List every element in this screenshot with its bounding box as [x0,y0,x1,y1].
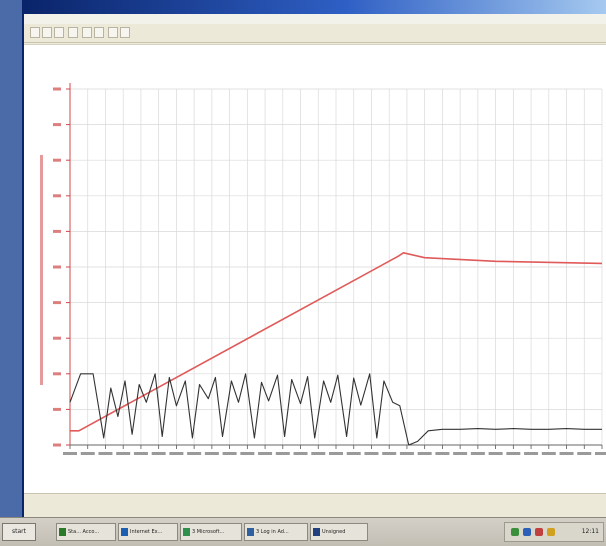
y-tick-label [53,372,61,376]
y-tick-label [53,301,61,305]
x-tick-label [116,452,131,455]
volume-icon[interactable] [523,528,531,536]
x-tick-label [435,452,450,455]
x-tick-label [595,452,606,455]
series-line-black [69,373,602,446]
taskbar: start Sta... Acco... Internet Ex... 3 Micr… [0,517,606,546]
menu-bar [24,14,606,24]
x-tick-label [311,452,326,455]
app-icon [121,528,128,536]
app-icon [313,528,320,536]
update-icon[interactable] [547,528,555,536]
x-tick-label [417,452,432,455]
x-tick-label [98,452,113,455]
clock: 12:11 [581,528,599,535]
x-tick-label [541,452,556,455]
chart-panel [24,44,606,494]
y-tick-label [53,443,61,447]
x-tick-label [577,452,592,455]
refresh-icon[interactable] [108,27,118,38]
taskbar-button-label: Unsigned [322,529,346,535]
x-tick-label [204,452,219,455]
x-tick-label [506,452,521,455]
zoom-out-icon[interactable] [94,27,104,38]
security-icon[interactable] [535,528,543,536]
y-tick-label [53,336,61,340]
x-tick-label [329,452,343,455]
x-tick-label [240,452,255,455]
taskbar-button[interactable]: 3 Microsoft... [180,523,242,541]
x-tick-label [470,452,485,455]
taskbar-button-label: 3 Microsoft... [192,529,225,535]
taskbar-button[interactable]: Internet Ex... [118,523,178,541]
app-icon [183,528,190,536]
start-label: start [12,528,26,535]
title-bar[interactable] [24,0,606,14]
y-tick-label [53,265,61,269]
y-tick-label [53,229,61,233]
x-tick-label [382,452,397,455]
x-tick-label [151,452,166,455]
series-line-red [70,252,603,432]
y-tick-label [53,158,61,162]
x-tick-label [559,452,574,455]
open-icon[interactable] [42,27,52,38]
network-icon[interactable] [511,528,519,536]
x-tick-label [399,452,414,455]
y-tick-label [53,194,61,198]
save-icon[interactable] [54,27,64,38]
taskbar-button[interactable]: Sta... Acco... [56,523,116,541]
taskbar-button[interactable]: Unsigned [310,523,368,541]
toolbar [24,24,606,43]
y-tick-label [53,87,61,91]
y-tick-label [53,123,61,127]
line-chart [40,83,606,455]
zoom-in-icon[interactable] [82,27,92,38]
taskbar-button[interactable]: 3 Log in Ad... [244,523,308,541]
taskbar-button-label: Internet Ex... [130,529,163,535]
y-tick-label [53,407,61,411]
y-axis-title [40,155,43,385]
start-button[interactable]: start [2,523,36,541]
x-tick-label [488,452,503,455]
x-tick-label [133,452,148,455]
settings-icon[interactable] [120,27,130,38]
x-tick-label [293,452,308,455]
app-icon [247,528,254,536]
print-icon[interactable] [68,27,78,38]
app-window [22,0,606,518]
status-bar [24,493,606,518]
x-tick-label [346,452,361,455]
x-tick-label [80,452,95,455]
taskbar-button-label: Sta... Acco... [68,529,100,535]
x-tick-label [524,452,539,455]
x-tick-label [364,452,379,455]
x-tick-label [187,452,202,455]
x-tick-label [275,452,290,455]
app-icon [59,528,66,536]
system-tray: 12:11 [504,522,604,542]
new-icon[interactable] [30,27,40,38]
taskbar-button-label: 3 Log in Ad... [256,529,289,535]
x-tick-label [453,452,468,455]
x-tick-label [169,452,184,455]
x-tick-label [63,452,77,455]
x-tick-label [222,452,237,455]
x-tick-label [258,452,273,455]
